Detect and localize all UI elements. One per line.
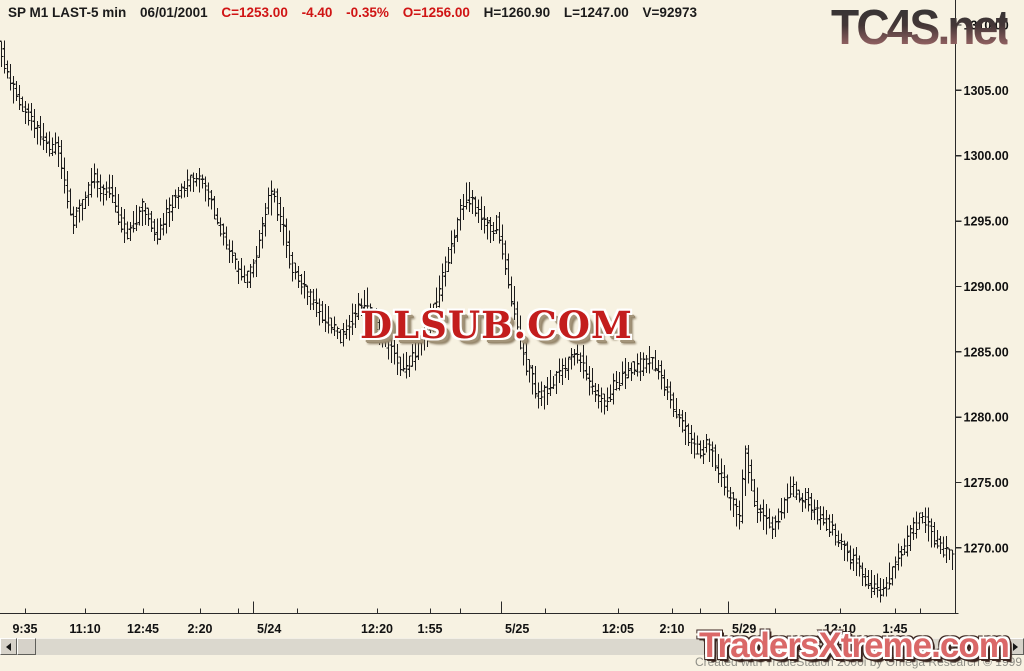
percent-change-value: -0.35% <box>346 5 389 20</box>
session-date-label: 06/01/2001 <box>140 5 208 20</box>
x-axis-label: 12:45 <box>127 622 159 636</box>
x-axis-label: 12:10 <box>824 622 856 636</box>
y-axis-label: 1305.00 <box>964 84 1009 98</box>
high-value: H=1260.90 <box>483 5 551 20</box>
watermark-tc4s: TC4S.net <box>831 1 1011 55</box>
x-axis-label: 2:20 <box>187 622 212 636</box>
net-change-value: -4.40 <box>301 5 333 20</box>
y-axis-label: 1290.00 <box>964 280 1009 294</box>
symbol-interval-label: SP M1 LAST-5 min <box>8 5 127 20</box>
tradestation-credit: Created with TradeStation 2000i by Omega… <box>694 655 1022 669</box>
y-axis-label: 1300.00 <box>964 149 1009 163</box>
scroll-left-button[interactable] <box>0 638 17 655</box>
y-axis-label: 1285.00 <box>964 345 1009 359</box>
scroll-left-arrow-icon <box>6 642 11 651</box>
scrollbar-thumb[interactable] <box>17 638 36 655</box>
y-axis-label: 1310.00 <box>964 19 1009 33</box>
y-axis-label: 1295.00 <box>964 215 1009 229</box>
volume-value: V=92973 <box>642 5 697 20</box>
x-axis-label: 12:20 <box>361 622 393 636</box>
y-axis-label: 1270.00 <box>964 541 1009 555</box>
y-axis-label: 1275.00 <box>964 476 1009 490</box>
scroll-right-arrow-icon <box>1013 642 1018 651</box>
x-axis-label: 9:35 <box>12 622 37 636</box>
x-axis-label: 5/29 <box>732 622 756 636</box>
x-axis-label: 5/25 <box>505 622 529 636</box>
low-value: L=1247.00 <box>563 5 629 20</box>
x-axis-label: 2:10 <box>659 622 684 636</box>
ohlc-bars <box>0 40 955 603</box>
close-value: C=1253.00 <box>221 5 288 20</box>
x-axis-label: 1:55 <box>417 622 442 636</box>
watermark-dlsub: DLSUB.COM <box>360 303 633 347</box>
horizontal-scrollbar[interactable] <box>0 638 1024 655</box>
x-axis-label: 11:10 <box>69 622 100 636</box>
open-value: O=1256.00 <box>402 5 470 20</box>
y-axis-label: 1280.00 <box>964 411 1009 425</box>
chart-status-bar: SP M1 LAST-5 min 06/01/2001 C=1253.00 -4… <box>8 5 707 20</box>
scroll-right-button[interactable] <box>1007 638 1024 655</box>
x-axis-label: 12:05 <box>602 622 634 636</box>
watermark-tradersxtreme: TradersXtreme.com <box>699 626 1010 665</box>
axis-lines <box>0 0 959 615</box>
x-axis-label: 5/24 <box>257 622 281 636</box>
x-axis-label: 1:45 <box>882 622 907 636</box>
